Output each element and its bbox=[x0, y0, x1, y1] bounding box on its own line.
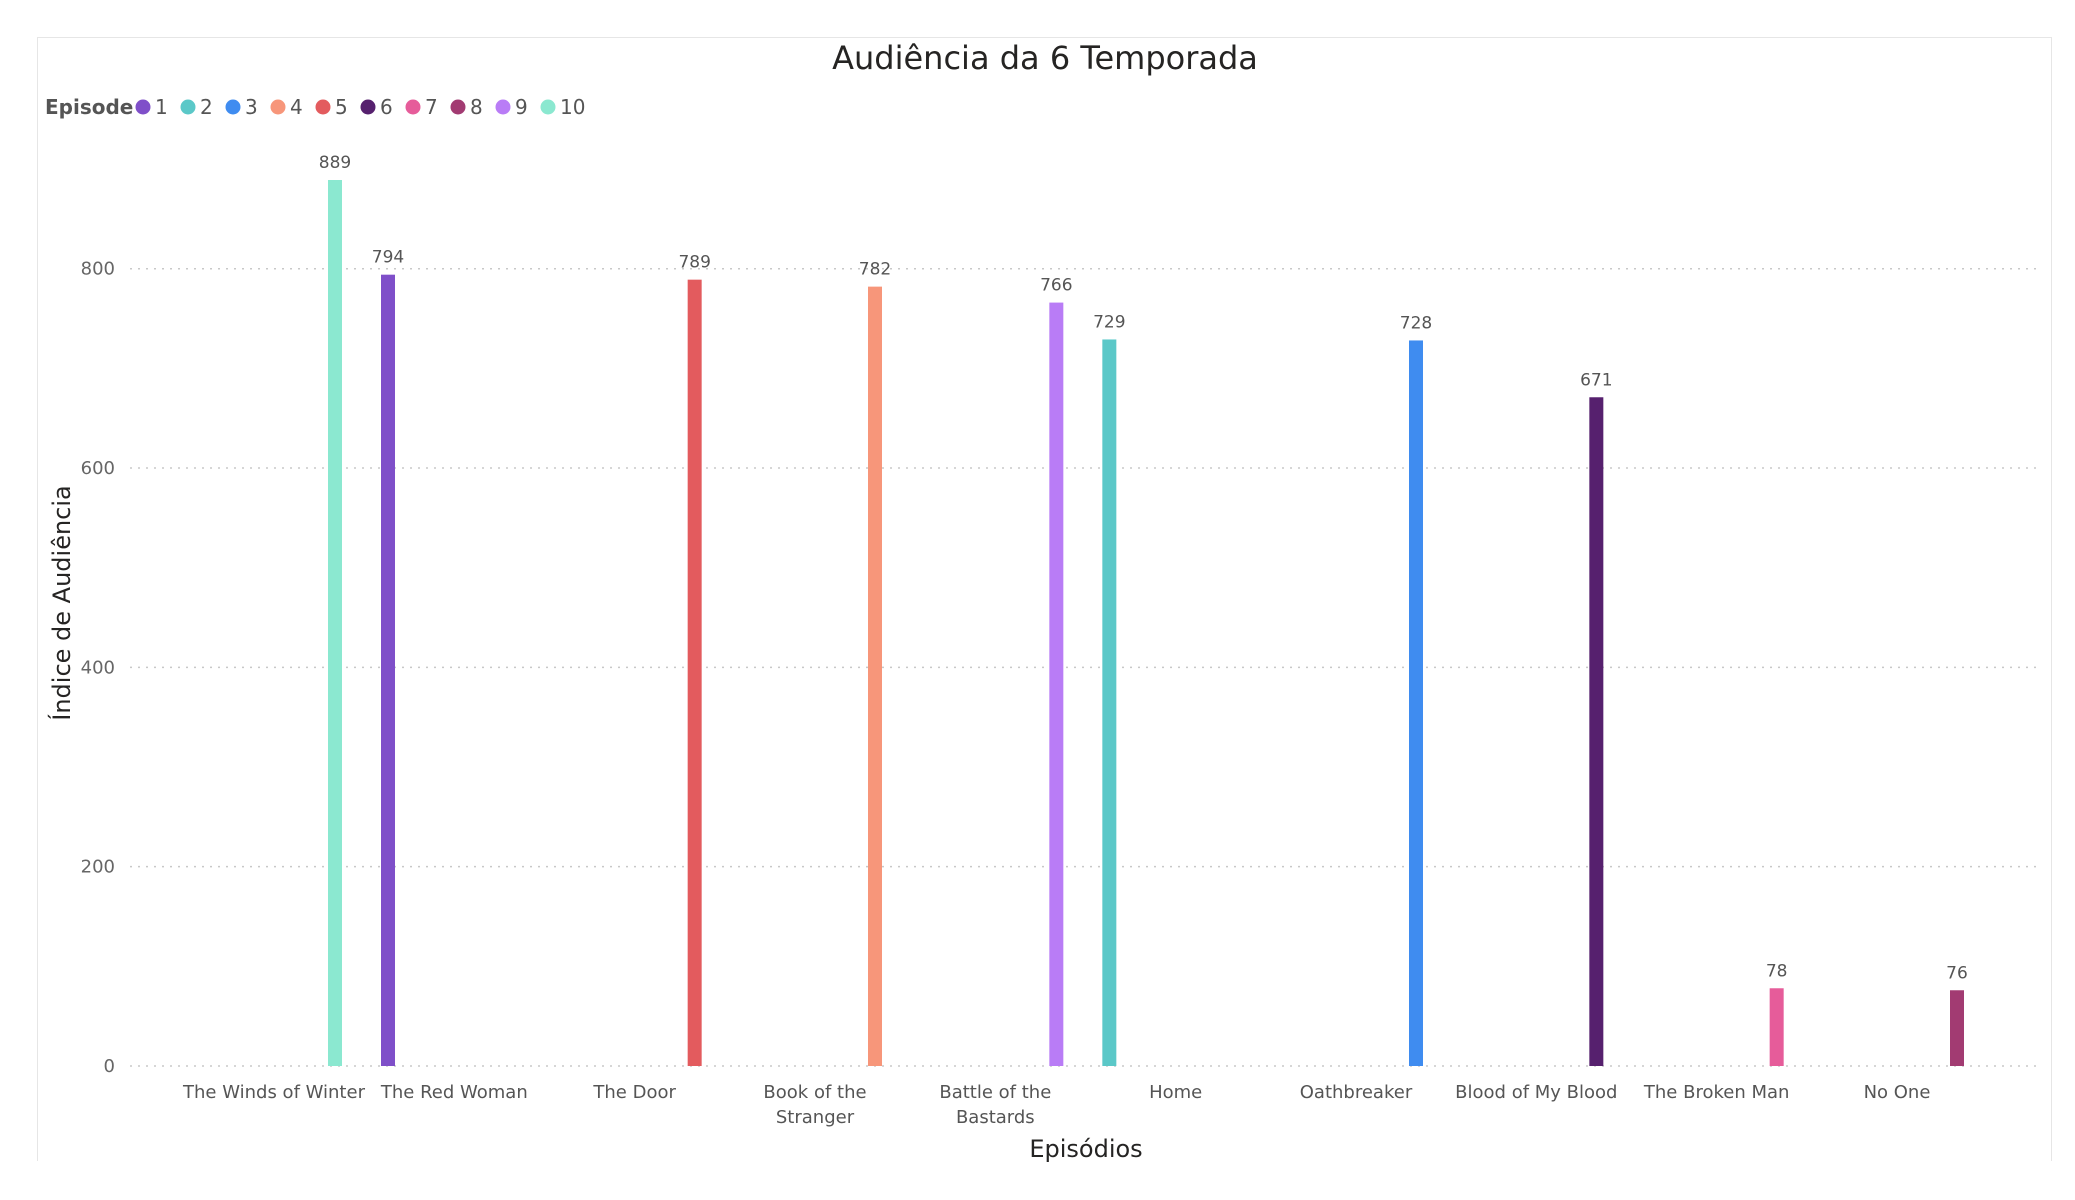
data-label-episode-7: 78 bbox=[1766, 961, 1788, 981]
data-label-episode-6: 671 bbox=[1580, 370, 1612, 390]
bar-episode-4[interactable] bbox=[868, 286, 882, 1066]
data-label-episode-8: 76 bbox=[1946, 963, 1968, 983]
y-tick-label-800: 800 bbox=[81, 259, 115, 280]
category-label: Book of the Stranger bbox=[763, 1082, 866, 1128]
gridlines bbox=[130, 267, 2040, 1067]
category-label: Home bbox=[1149, 1082, 1202, 1103]
y-axis-title: Índice de Audiência bbox=[47, 485, 76, 721]
y-tick-label-600: 600 bbox=[81, 458, 115, 479]
legend-label-8: 8 bbox=[470, 95, 483, 119]
y-axis-ticks: 0 200 400 600 800 bbox=[81, 259, 115, 1077]
y-tick-label-400: 400 bbox=[81, 657, 115, 678]
bar-episode-2[interactable] bbox=[1102, 339, 1117, 1066]
legend-label-7: 7 bbox=[425, 95, 438, 119]
legend-marker-6 bbox=[360, 99, 376, 115]
bar-episode-10[interactable] bbox=[328, 180, 342, 1066]
legend-marker-8 bbox=[450, 99, 466, 115]
category-label: The Broken Man bbox=[1643, 1082, 1790, 1103]
data-label-episode-5: 789 bbox=[678, 253, 710, 273]
category-label: No One bbox=[1864, 1082, 1931, 1103]
legend-label-2: 2 bbox=[200, 95, 213, 119]
legend-marker-9 bbox=[495, 99, 511, 115]
legend-marker-3 bbox=[225, 99, 241, 115]
bars: 889 794 789 782 766 729 728 671 78 76 bbox=[319, 153, 1968, 1067]
bar-episode-8[interactable] bbox=[1950, 990, 1964, 1066]
legend-marker-10 bbox=[540, 99, 556, 115]
data-label-episode-10: 889 bbox=[319, 153, 351, 173]
data-label-episode-3: 728 bbox=[1400, 313, 1432, 333]
x-axis-categories: The Winds of Winter The Red Woman The Door… bbox=[182, 1082, 1930, 1128]
data-label-episode-9: 766 bbox=[1040, 276, 1072, 296]
bar-episode-1[interactable] bbox=[381, 274, 395, 1066]
category-label: Blood of My Blood bbox=[1455, 1082, 1617, 1103]
category-label: The Door bbox=[592, 1082, 676, 1103]
legend-marker-2 bbox=[180, 99, 196, 115]
bar-episode-9[interactable] bbox=[1049, 302, 1064, 1066]
legend-label-3: 3 bbox=[245, 95, 258, 119]
legend-label-6: 6 bbox=[380, 95, 393, 119]
data-label-episode-4: 782 bbox=[859, 260, 891, 280]
bar-episode-3[interactable] bbox=[1409, 340, 1423, 1067]
category-label: The Winds of Winter bbox=[182, 1082, 366, 1103]
data-label-episode-1: 794 bbox=[372, 248, 404, 268]
chart-frame bbox=[37, 37, 2052, 1161]
legend-marker-7 bbox=[405, 99, 421, 115]
category-label: Battle of the Bastards bbox=[939, 1082, 1051, 1128]
data-label-episode-2: 729 bbox=[1093, 312, 1125, 332]
legend-label-4: 4 bbox=[290, 95, 303, 119]
bar-episode-6[interactable] bbox=[1589, 397, 1604, 1066]
category-label: The Red Woman bbox=[380, 1082, 528, 1103]
legend-label-1: 1 bbox=[155, 95, 168, 119]
chart-title: Audiência da 6 Temporada bbox=[832, 39, 1258, 77]
x-axis-title: Episódios bbox=[1029, 1135, 1142, 1163]
legend-label-10: 10 bbox=[560, 95, 585, 119]
y-tick-label-200: 200 bbox=[81, 857, 115, 878]
bar-episode-5[interactable] bbox=[687, 279, 702, 1066]
legend-label-5: 5 bbox=[335, 95, 348, 119]
legend-label-9: 9 bbox=[515, 95, 528, 119]
legend-title: Episode bbox=[45, 95, 133, 119]
legend: Episode 1 2 3 4 5 6 7 8 9 10 bbox=[45, 95, 585, 119]
category-label: Oathbreaker bbox=[1300, 1082, 1413, 1103]
bar-episode-7[interactable] bbox=[1769, 988, 1784, 1066]
y-tick-label-0: 0 bbox=[104, 1056, 115, 1077]
legend-marker-4 bbox=[270, 99, 286, 115]
legend-marker-1 bbox=[135, 99, 151, 115]
legend-marker-5 bbox=[315, 99, 331, 115]
